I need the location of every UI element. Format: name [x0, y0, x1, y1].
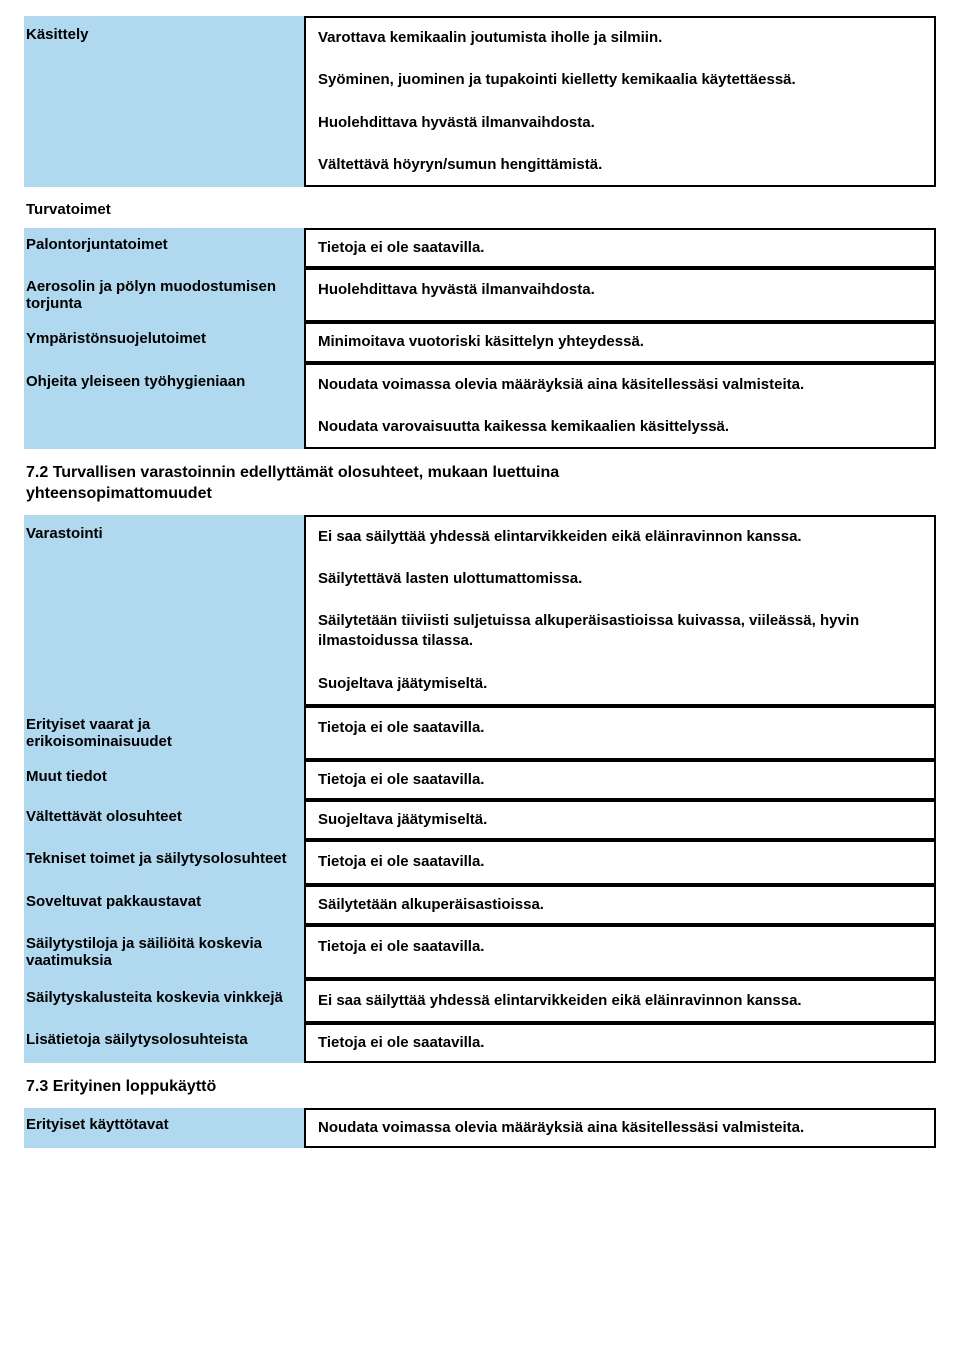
value-handling: Varottava kemikaalin joutumista iholle j… [304, 16, 936, 187]
label-storage-req: Säilytystiloja ja säiliöitä koskevia vaa… [24, 925, 304, 979]
hygiene-p2: Noudata varovaisuutta kaikessa kemikaali… [318, 417, 922, 437]
label-hygiene: Ohjeita yleiseen työhygieniaan [24, 363, 304, 450]
row-storage: Varastointi Ei saa säilyttää yhdessä eli… [24, 515, 936, 706]
row-technical: Tekniset toimet ja säilytysolosuhteet Ti… [24, 840, 936, 884]
label-aerosol: Aerosolin ja pölyn muodostumisen torjunt… [24, 268, 304, 322]
label-avoid-conditions: Vältettävät olosuhteet [24, 800, 304, 840]
row-packaging: Soveltuvat pakkaustavat Säilytetään alku… [24, 885, 936, 925]
row-more-storage: Lisätietoja säilytysolosuhteista Tietoja… [24, 1023, 936, 1063]
hygiene-p1: Noudata voimassa olevia määräyksiä aina … [318, 375, 922, 395]
label-handling: Käsittely [24, 16, 304, 187]
storage-p4: Suojeltava jäätymiseltä. [318, 674, 922, 694]
row-environment: Ympäristönsuojelutoimet Minimoitava vuot… [24, 322, 936, 362]
label-other-info: Muut tiedot [24, 760, 304, 800]
handling-p2: Syöminen, juominen ja tupakointi kiellet… [318, 70, 922, 90]
value-packaging: Säilytetään alkuperäisastioissa. [304, 885, 936, 925]
heading-7-2: 7.2 Turvallisen varastoinnin edellyttämä… [24, 449, 724, 515]
value-more-storage: Tietoja ei ole saatavilla. [304, 1023, 936, 1063]
label-environment: Ympäristönsuojelutoimet [24, 322, 304, 362]
row-specific-use: Erityiset käyttötavat Noudata voimassa o… [24, 1108, 936, 1148]
value-environment: Minimoitava vuotoriski käsittelyn yhteyd… [304, 322, 936, 362]
storage-p3: Säilytetään tiiviisti suljetuissa alkupe… [318, 611, 922, 652]
row-aerosol: Aerosolin ja pölyn muodostumisen torjunt… [24, 268, 936, 322]
value-storage-furn: Ei saa säilyttää yhdessä elintarvikkeide… [304, 979, 936, 1023]
label-firefighting: Palontorjuntatoimet [24, 228, 304, 268]
row-firefighting: Palontorjuntatoimet Tietoja ei ole saata… [24, 228, 936, 268]
value-avoid-conditions: Suojeltava jäätymiseltä. [304, 800, 936, 840]
label-safety: Turvatoimet [24, 191, 304, 228]
row-avoid-conditions: Vältettävät olosuhteet Suojeltava jäätym… [24, 800, 936, 840]
label-storage-furn: Säilytyskalusteita koskevia vinkkejä [24, 979, 304, 1023]
value-storage-req: Tietoja ei ole saatavilla. [304, 925, 936, 979]
value-aerosol: Huolehdittava hyvästä ilmanvaihdosta. [304, 268, 936, 322]
label-technical: Tekniset toimet ja säilytysolosuhteet [24, 840, 304, 884]
label-special-hazards: Erityiset vaarat ja erikoisominaisuudet [24, 706, 304, 760]
label-packaging: Soveltuvat pakkaustavat [24, 885, 304, 925]
heading-7-3: 7.3 Erityinen loppukäyttö [24, 1063, 724, 1108]
row-storage-req: Säilytystiloja ja säiliöitä koskevia vaa… [24, 925, 936, 979]
storage-p2: Säilytettävä lasten ulottumattomissa. [318, 569, 922, 589]
value-hygiene: Noudata voimassa olevia määräyksiä aina … [304, 363, 936, 450]
row-handling: Käsittely Varottava kemikaalin joutumist… [24, 16, 936, 187]
value-technical: Tietoja ei ole saatavilla. [304, 840, 936, 884]
row-storage-furn: Säilytyskalusteita koskevia vinkkejä Ei … [24, 979, 936, 1023]
row-other-info: Muut tiedot Tietoja ei ole saatavilla. [24, 760, 936, 800]
handling-p1: Varottava kemikaalin joutumista iholle j… [318, 28, 922, 48]
label-storage: Varastointi [24, 515, 304, 706]
storage-p1: Ei saa säilyttää yhdessä elintarvikkeide… [318, 527, 922, 547]
row-safety-heading: Turvatoimet [24, 191, 936, 228]
label-more-storage: Lisätietoja säilytysolosuhteista [24, 1023, 304, 1063]
handling-p3: Huolehdittava hyvästä ilmanvaihdosta. [318, 113, 922, 133]
value-storage: Ei saa säilyttää yhdessä elintarvikkeide… [304, 515, 936, 706]
value-other-info: Tietoja ei ole saatavilla. [304, 760, 936, 800]
value-special-hazards: Tietoja ei ole saatavilla. [304, 706, 936, 760]
value-firefighting: Tietoja ei ole saatavilla. [304, 228, 936, 268]
handling-p4: Vältettävä höyryn/sumun hengittämistä. [318, 155, 922, 175]
label-specific-use: Erityiset käyttötavat [24, 1108, 304, 1148]
value-specific-use: Noudata voimassa olevia määräyksiä aina … [304, 1108, 936, 1148]
row-special-hazards: Erityiset vaarat ja erikoisominaisuudet … [24, 706, 936, 760]
row-hygiene: Ohjeita yleiseen työhygieniaan Noudata v… [24, 363, 936, 450]
